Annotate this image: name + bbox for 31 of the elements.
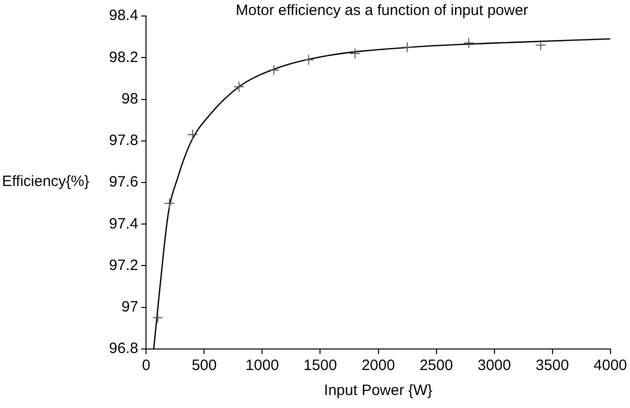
point — [535, 40, 546, 51]
point — [350, 48, 361, 59]
x-tick-label: 0 — [142, 357, 150, 374]
x-tick-label: 2500 — [420, 357, 453, 374]
point — [402, 42, 413, 53]
point — [268, 64, 280, 76]
y-tick-label: 98.2 — [108, 48, 138, 66]
x-tick-label: 3500 — [536, 357, 569, 374]
x-tick-label: 3000 — [478, 357, 511, 374]
x-tick-label: 2000 — [362, 357, 395, 374]
point — [187, 129, 198, 140]
y-axis-title: Efficiency{%} — [2, 173, 90, 190]
y-tick-label: 97.2 — [108, 256, 138, 274]
y-tick-label: 97.6 — [108, 174, 138, 191]
x-tick-label: 1500 — [304, 357, 337, 374]
chart-title: Motor efficiency as a function of input power — [234, 2, 530, 19]
point — [164, 198, 175, 209]
y-tick-label: 98.4 — [108, 7, 138, 24]
point — [234, 81, 245, 92]
point — [152, 312, 164, 324]
y-tick-label: 96.8 — [108, 340, 138, 358]
y-tick-label: 98 — [122, 90, 138, 108]
x-axis-title: Input Power {W} — [324, 382, 432, 400]
y-tick-label: 97.4 — [108, 215, 138, 232]
point — [303, 54, 314, 66]
x-tick-label: 1000 — [246, 357, 279, 374]
y-tick-label: 97 — [122, 298, 138, 316]
x-tick-label: 500 — [192, 357, 217, 374]
y-tick-label: 97.8 — [108, 132, 138, 150]
point — [463, 38, 474, 49]
x-tick-label: 4000 — [594, 357, 628, 374]
